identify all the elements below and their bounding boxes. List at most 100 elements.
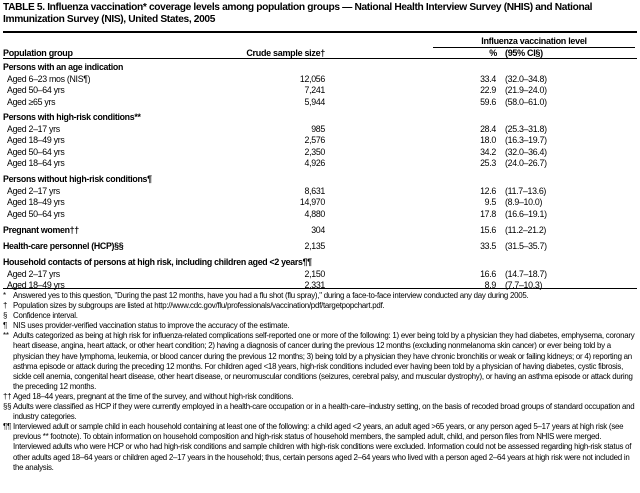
table-row: Aged 2–17 yrs 985 28.4 (25.3–31.8) xyxy=(3,124,637,135)
table-row: Aged 18–49 yrs 14,970 9.5 (8.9–10.0) xyxy=(3,197,637,208)
confidence-interval: (8.9–10.0) xyxy=(505,197,543,207)
footnote-mark: §§ xyxy=(3,402,12,412)
row-label: Aged 2–17 yrs xyxy=(7,124,60,134)
row-label: Aged 2–17 yrs xyxy=(7,269,60,279)
footnote: † Population sizes by subgroups are liste… xyxy=(3,301,637,311)
divider xyxy=(3,58,637,59)
table-row: Aged ≥65 yrs 5,944 59.6 (58.0–61.0) xyxy=(3,97,637,108)
percent: 18.0 xyxy=(480,135,496,145)
table-row: Aged 6–23 mos (NIS¶) 12,056 33.4 (32.0–34.8… xyxy=(3,74,637,85)
table-row: Aged 18–64 yrs 4,926 25.3 (24.0–26.7) xyxy=(3,158,637,169)
footnote-text: Interviewed adult or sample child in eac… xyxy=(13,422,632,472)
confidence-interval: (21.9–24.0) xyxy=(505,85,547,95)
group-row: Pregnant women†† 304 15.6 (11.2–21.2) xyxy=(3,225,637,236)
sample-size: 7,241 xyxy=(304,85,325,95)
footnote-text: Confidence interval. xyxy=(13,311,78,321)
percent: 22.9 xyxy=(480,85,496,95)
sample-size: 2,150 xyxy=(304,269,325,279)
group-row: Household contacts of persons at high ri… xyxy=(3,257,637,268)
row-label: Aged 50–64 yrs xyxy=(7,147,65,157)
confidence-interval: (11.2–21.2) xyxy=(505,225,547,235)
row-label: Health-care personnel (HCP)§§ xyxy=(3,241,124,251)
group-row: Health-care personnel (HCP)§§ 2,135 33.5 (3… xyxy=(3,241,637,252)
sample-size: 4,926 xyxy=(304,158,325,168)
footnote: ** Adults categorized as being at high ri… xyxy=(3,331,637,392)
row-label: Aged ≥65 yrs xyxy=(7,97,56,107)
footnote: §§ Adults were classified as HCP if they … xyxy=(3,402,637,422)
footnote: ¶ NIS uses provider-verified vaccination … xyxy=(3,321,637,331)
confidence-interval: (16.3–19.7) xyxy=(505,135,547,145)
group-row: Persons without high-risk conditions¶ xyxy=(3,174,637,185)
confidence-interval: (14.7–18.7) xyxy=(505,269,547,279)
percent: 8.9 xyxy=(484,280,497,290)
footnote-mark: * xyxy=(3,291,6,300)
row-label: Aged 18–49 yrs xyxy=(7,135,65,145)
footnote-text: NIS uses provider-verified vaccination s… xyxy=(13,321,290,331)
row-label: Pregnant women†† xyxy=(3,225,79,235)
footnote-text: Population sizes by subgroups are listed… xyxy=(13,301,385,311)
footnote-mark: † xyxy=(3,301,8,311)
confidence-interval: (32.0–36.4) xyxy=(505,147,547,157)
footnote-text: Adults were classified as HCP if they we… xyxy=(13,402,635,422)
footnote-mark: †† xyxy=(3,391,12,401)
confidence-interval: (25.3–31.8) xyxy=(505,124,547,134)
table-row: Aged 2–17 yrs 2,150 16.6 (14.7–18.7) xyxy=(3,269,637,280)
header-sample-size: Crude sample size† xyxy=(246,48,325,58)
percent: 33.5 xyxy=(480,241,496,251)
percent: 17.8 xyxy=(480,209,496,219)
row-label: Persons without high-risk conditions¶ xyxy=(3,174,152,184)
percent: 59.6 xyxy=(480,97,496,107)
percent: 16.6 xyxy=(480,269,496,279)
row-label: Persons with high-risk conditions** xyxy=(3,112,141,122)
divider xyxy=(3,288,637,289)
percent: 9.5 xyxy=(484,197,497,207)
percent: 12.6 xyxy=(480,186,496,196)
percent: 25.3 xyxy=(480,158,496,168)
table-row: Aged 50–64 yrs 4,880 17.8 (16.6–19.1) xyxy=(3,209,637,220)
row-label: Household contacts of persons at high ri… xyxy=(3,257,312,267)
row-label: Aged 18–49 yrs xyxy=(7,280,65,290)
confidence-interval: (16.6–19.1) xyxy=(505,209,547,219)
row-label: Aged 50–64 yrs xyxy=(7,85,65,95)
sample-size: 5,944 xyxy=(304,97,325,107)
confidence-interval: (31.5–35.7) xyxy=(505,241,547,251)
confidence-interval: (32.0–34.8) xyxy=(505,74,547,84)
row-label: Aged 50–64 yrs xyxy=(7,209,65,219)
sample-size: 304 xyxy=(311,225,325,235)
percent: 34.2 xyxy=(480,147,496,157)
row-label: Aged 18–49 yrs xyxy=(7,197,65,207)
percent: 33.4 xyxy=(480,74,496,84)
divider xyxy=(433,47,635,48)
footnote: ¶¶ Interviewed adult or sample child in e… xyxy=(3,422,637,472)
sample-size: 2,331 xyxy=(304,280,325,290)
footnote: †† Aged 18–44 years, pregnant at the time… xyxy=(3,392,637,402)
sample-size: 2,135 xyxy=(304,241,325,251)
footnote-text: Aged 18–44 years, pregnant at the time o… xyxy=(13,391,294,401)
table-title: TABLE 5. Influenza vaccination* coverage… xyxy=(3,2,593,25)
confidence-interval: (24.0–26.7) xyxy=(505,158,547,168)
footnote-mark: ¶ xyxy=(3,321,7,331)
footnote-mark: § xyxy=(3,311,8,321)
confidence-interval: (58.0–61.0) xyxy=(505,97,547,107)
row-label: Aged 6–23 mos (NIS¶) xyxy=(7,74,91,84)
sample-size: 12,056 xyxy=(299,74,325,84)
footnote-text: Answered yes to this question, "During t… xyxy=(13,291,529,300)
row-label: Persons with an age indication xyxy=(3,62,124,72)
confidence-interval: (11.7–13.6) xyxy=(505,186,547,196)
footnote-text: Adults categorized as being at high risk… xyxy=(13,331,635,391)
divider xyxy=(3,31,637,33)
sample-size: 4,880 xyxy=(304,209,325,219)
table-row: Aged 18–49 yrs 2,576 18.0 (16.3–19.7) xyxy=(3,135,637,146)
table-row: Aged 50–64 yrs 7,241 22.9 (21.9–24.0) xyxy=(3,85,637,96)
group-row: Persons with high-risk conditions** xyxy=(3,112,637,123)
sample-size: 985 xyxy=(311,124,325,134)
header-spanner: Influenza vaccination level xyxy=(481,36,587,46)
header-ci: (95% CI§) xyxy=(505,48,543,58)
table-row: Aged 18–49 yrs 2,331 8.9 (7.7–10.3) xyxy=(3,280,637,291)
table-row: Aged 2–17 yrs 8,631 12.6 (11.7–13.6) xyxy=(3,186,637,197)
header-percent: % xyxy=(489,48,497,58)
percent: 15.6 xyxy=(480,225,496,235)
table-row: Aged 50–64 yrs 2,350 34.2 (32.0–36.4) xyxy=(3,147,637,158)
sample-size: 8,631 xyxy=(304,186,325,196)
footnotes: * Answered yes to this question, "During … xyxy=(3,291,637,473)
